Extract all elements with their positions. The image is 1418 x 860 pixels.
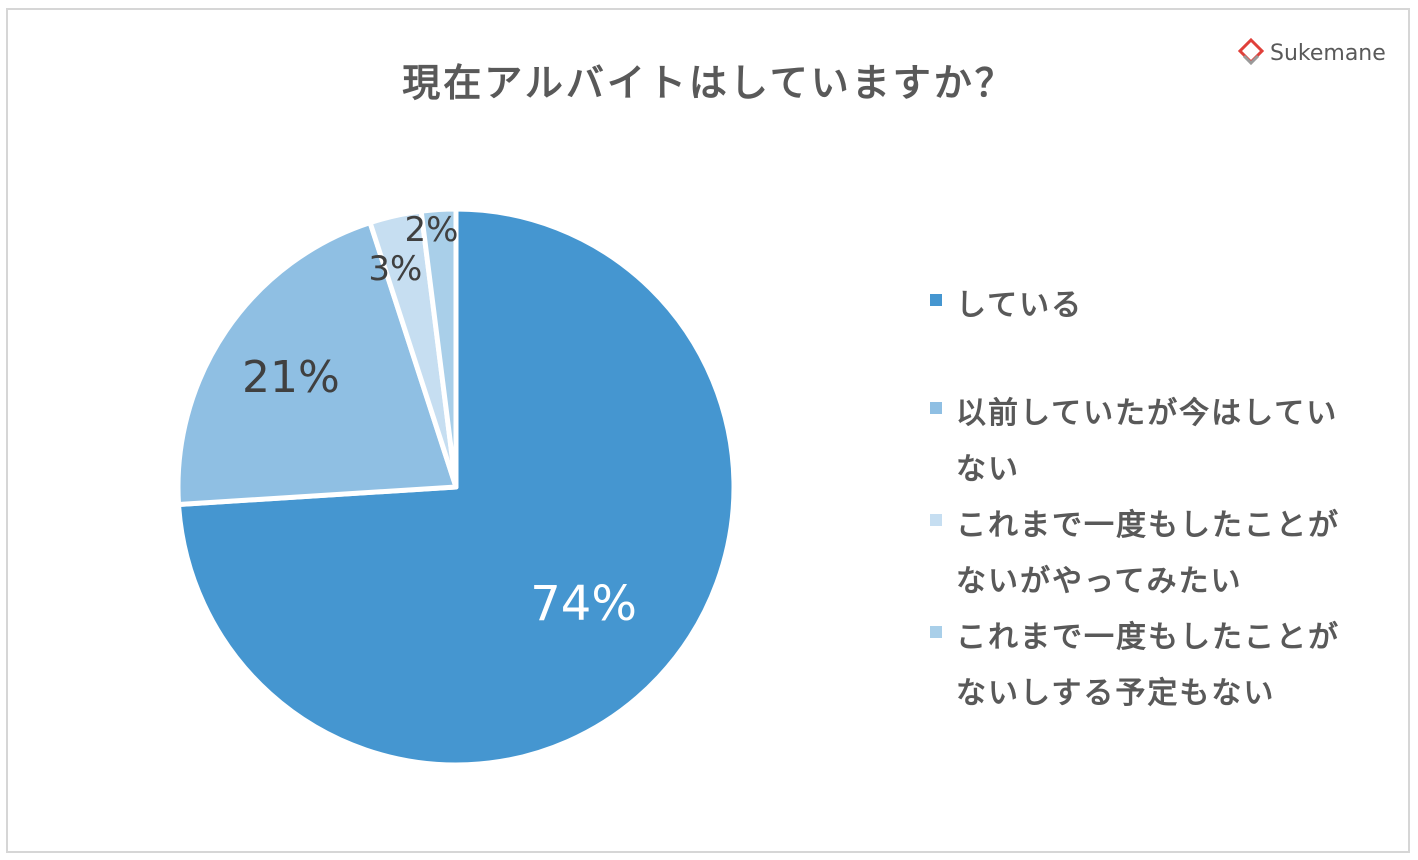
legend-item-2: 以前していたが今はしてい ない: [930, 386, 1390, 498]
chart-title: 現在アルバイトはしていますか？: [402, 61, 1016, 105]
brand-logo: Sukemane: [1238, 38, 1386, 68]
data-label-1: 74%: [530, 576, 637, 632]
legend-label: している: [956, 288, 1084, 323]
data-label-2: 21%: [242, 352, 340, 403]
pie-slice-2: [175, 220, 459, 507]
pie-slices: [175, 206, 737, 768]
legend-label: ない: [956, 452, 1020, 487]
legend-swatch: [930, 402, 942, 414]
legend-swatch: [930, 294, 942, 306]
legend-swatch: [930, 626, 942, 638]
legend-label: 以前していたが今はしてい: [956, 396, 1339, 431]
data-label-3: 3%: [368, 249, 422, 289]
data-label-4: 2%: [405, 210, 459, 250]
sukemane-diamond-icon: [1238, 38, 1264, 66]
brand-name: Sukemane: [1270, 40, 1386, 66]
legend: している 以前していたが今はしてい ない これまで一度もしたことが ないがやってみたいこ…: [930, 278, 1390, 722]
legend-label: これまで一度もしたことが: [956, 508, 1340, 543]
legend-label: これまで一度もしたことが: [956, 620, 1340, 655]
legend-label: ないしする予定もない: [956, 676, 1276, 711]
legend-swatch: [930, 514, 942, 526]
legend-item-3: これまで一度もしたことが ないがやってみたい: [930, 498, 1390, 610]
pie-data-labels: 74% 21% 3%2%: [242, 210, 637, 632]
legend-item-1: している: [930, 278, 1390, 334]
pie-slice-4: [418, 206, 459, 490]
legend-item-4: これまで一度もしたことが ないしする予定もない: [930, 610, 1390, 722]
legend-label: ないがやってみたい: [956, 564, 1243, 599]
